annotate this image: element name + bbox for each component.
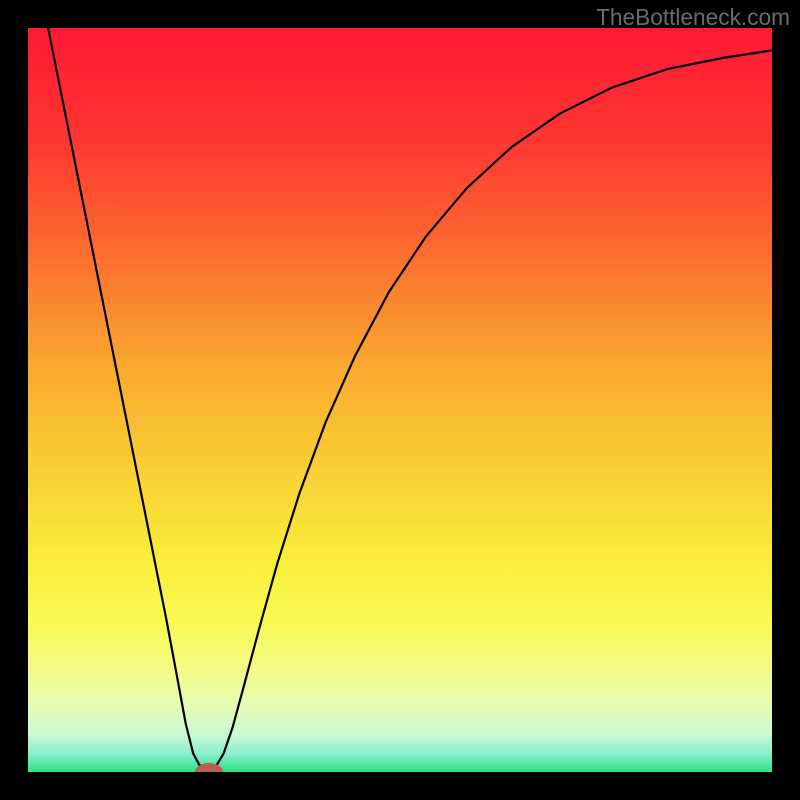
bottleneck-curve bbox=[28, 28, 772, 772]
watermark-text: TheBottleneck.com bbox=[596, 4, 790, 31]
plot-area bbox=[28, 28, 772, 772]
bottleneck-chart: TheBottleneck.com bbox=[0, 0, 800, 800]
